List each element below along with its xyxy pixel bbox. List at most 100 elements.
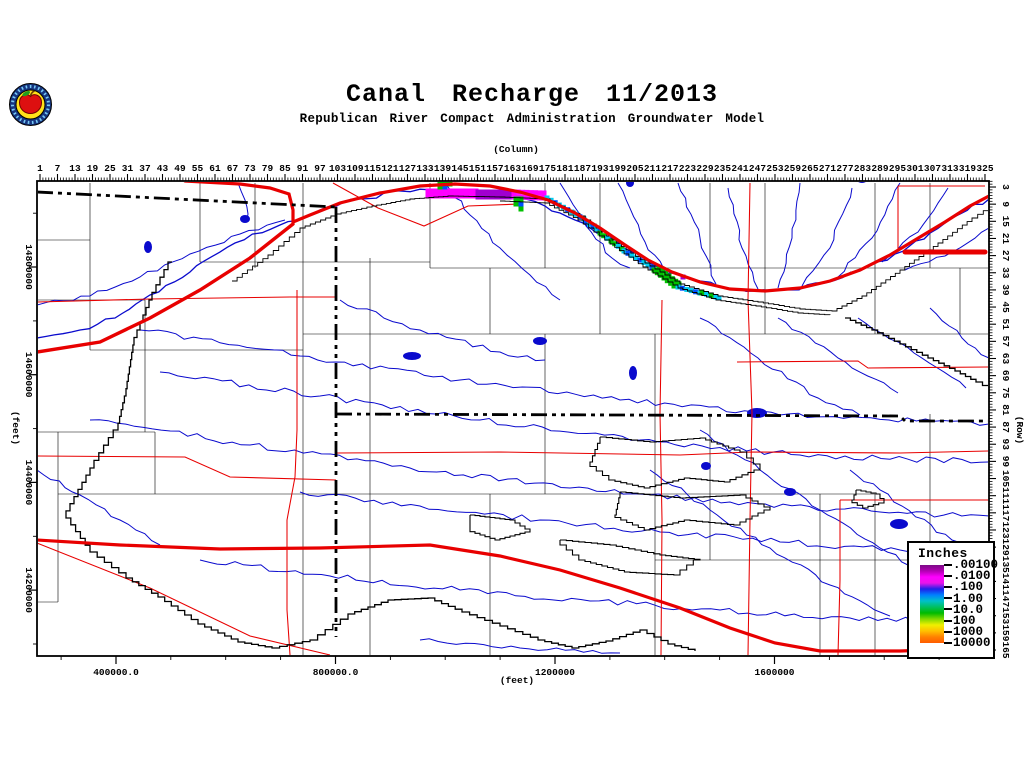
streams-layer bbox=[38, 182, 988, 654]
column-tick-label: 271 bbox=[819, 163, 836, 174]
column-tick-label: 103 bbox=[329, 163, 346, 174]
column-tick-label: 247 bbox=[749, 163, 766, 174]
x-feet-tick-label: 800000.0 bbox=[313, 667, 359, 678]
row-tick-label: 135 bbox=[1000, 556, 1011, 573]
column-tick-label: 133 bbox=[416, 163, 433, 174]
x-feet-tick-label: 1200000 bbox=[535, 667, 575, 678]
apple-stem-icon bbox=[29, 90, 35, 97]
row-tick-label: 45 bbox=[1000, 301, 1011, 313]
y-feet-axis-title: (feet) bbox=[10, 411, 21, 445]
row-tick-label: 15 bbox=[1000, 216, 1011, 228]
legend-entry-value: 10.0 bbox=[953, 602, 984, 617]
row-axis-title: (Row) bbox=[1014, 416, 1024, 445]
column-tick-label: 97 bbox=[314, 163, 326, 174]
row-tick-label: 57 bbox=[1000, 336, 1011, 348]
row-tick-label: 21 bbox=[1000, 233, 1011, 245]
legend-tick-dash bbox=[944, 619, 952, 622]
page-title: Canal Recharge 11/2013 bbox=[345, 80, 719, 109]
row-tick-label: 9 bbox=[1000, 201, 1011, 207]
row-tick-label: 39 bbox=[1000, 284, 1011, 296]
legend-entry: 100 bbox=[944, 613, 976, 628]
legend-entry: 10000 bbox=[944, 637, 991, 650]
column-tick-label: 283 bbox=[854, 163, 871, 174]
legend-entry: 1.00 bbox=[944, 591, 984, 606]
map-frame bbox=[36, 180, 990, 657]
legend-entry-value: 1.00 bbox=[953, 591, 984, 606]
legend-entry-value: 100 bbox=[953, 613, 976, 628]
column-tick-label: 157 bbox=[486, 163, 503, 174]
column-tick-label: 19 bbox=[87, 163, 99, 174]
legend-entry: .100 bbox=[944, 581, 983, 594]
model-boundary-layer bbox=[65, 195, 988, 651]
row-tick-label: 123 bbox=[1000, 521, 1011, 538]
column-tick-label: 151 bbox=[469, 163, 486, 174]
legend-entry: .00100 bbox=[944, 559, 998, 572]
row-tick-label: 99 bbox=[1000, 456, 1011, 468]
legend-entry: .0100 bbox=[944, 570, 991, 583]
row-tick-label: 93 bbox=[1000, 438, 1011, 450]
canal-recharge-cells bbox=[425, 182, 722, 301]
apple-icon bbox=[18, 94, 43, 115]
legend-entry-value: .0100 bbox=[953, 569, 991, 584]
column-tick-label: 169 bbox=[521, 163, 538, 174]
column-tick-label: 277 bbox=[836, 163, 853, 174]
column-tick-label: 139 bbox=[434, 163, 451, 174]
x-feet-tick-label: 400000.0 bbox=[93, 667, 139, 678]
column-axis: 1 7 13 19 25 31 37 43 49 55 61 67 73 79 85 91 97 103 109 11… bbox=[37, 144, 994, 181]
column-tick-label: 49 bbox=[174, 163, 186, 174]
row-tick-label: 63 bbox=[1000, 353, 1011, 365]
column-tick-label: 319 bbox=[959, 163, 976, 174]
row-tick-label: 81 bbox=[1000, 404, 1011, 416]
column-tick-label: 253 bbox=[766, 163, 783, 174]
legend-entry-value: .100 bbox=[953, 580, 984, 595]
column-tick-label: 295 bbox=[889, 163, 906, 174]
highways-layer bbox=[38, 182, 988, 653]
row-tick-label: 3 bbox=[1000, 184, 1011, 190]
row-tick-label: 69 bbox=[1000, 370, 1011, 382]
column-tick-label: 307 bbox=[924, 163, 941, 174]
column-tick-label: 229 bbox=[696, 163, 713, 174]
column-tick-label: 241 bbox=[731, 163, 748, 174]
legend-tick-dash bbox=[944, 563, 952, 566]
row-tick-label: 141 bbox=[1000, 573, 1011, 590]
column-tick-label: 1 bbox=[37, 163, 43, 174]
row-tick-label: 87 bbox=[1000, 421, 1011, 433]
legend-tick-dash bbox=[944, 574, 952, 577]
column-tick-label: 223 bbox=[679, 163, 696, 174]
column-tick-label: 325 bbox=[976, 163, 993, 174]
row-tick-label: 111 bbox=[1000, 487, 1011, 504]
legend-entry: 1000 bbox=[944, 624, 984, 639]
column-tick-label: 7 bbox=[55, 163, 61, 174]
county-boundaries bbox=[38, 183, 988, 655]
legend-entry-value: 1000 bbox=[953, 624, 984, 639]
column-tick-label: 175 bbox=[539, 163, 556, 174]
column-tick-label: 61 bbox=[209, 163, 221, 174]
column-tick-label: 109 bbox=[346, 163, 363, 174]
row-tick-label: 75 bbox=[1000, 387, 1011, 399]
apple-seal-logo bbox=[9, 83, 52, 126]
legend-title: Inches bbox=[918, 546, 968, 561]
column-tick-label: 79 bbox=[262, 163, 274, 174]
column-tick-label: 259 bbox=[784, 163, 801, 174]
agency-logo bbox=[8, 82, 53, 127]
legend-entry: 10.0 bbox=[944, 602, 984, 617]
x-feet-axis: 400000.0 800000.0 1200000 1600000 (feet) bbox=[60, 656, 940, 686]
column-tick-label: 205 bbox=[626, 163, 643, 174]
row-tick-label: 129 bbox=[1000, 539, 1011, 556]
map-layers bbox=[38, 182, 988, 655]
legend-tick-dash bbox=[944, 630, 952, 633]
row-tick-label: 147 bbox=[1000, 590, 1011, 607]
legend-tick-dash bbox=[944, 586, 952, 588]
row-tick-label: 117 bbox=[1000, 504, 1011, 521]
column-tick-label: 211 bbox=[644, 163, 661, 174]
y-feet-tick-label: 14600000 bbox=[23, 352, 34, 398]
apple-leaf-icon bbox=[22, 90, 31, 97]
page-subtitle: Republican River Compact Administration … bbox=[299, 112, 765, 126]
y-feet-tick-label: 14200000 bbox=[23, 567, 34, 613]
legend-tick-dash bbox=[944, 597, 952, 600]
seal-ring-lettering bbox=[11, 85, 50, 124]
column-tick-label: 265 bbox=[801, 163, 818, 174]
column-tick-label: 313 bbox=[941, 163, 958, 174]
column-tick-label: 13 bbox=[69, 163, 81, 174]
row-tick-label: 153 bbox=[1000, 607, 1011, 624]
